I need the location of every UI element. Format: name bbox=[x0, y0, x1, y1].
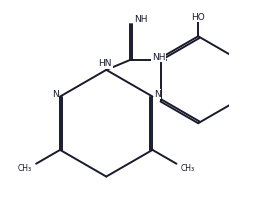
Text: CH₃: CH₃ bbox=[180, 164, 194, 173]
Text: HN: HN bbox=[99, 60, 112, 68]
Text: N: N bbox=[154, 90, 161, 99]
Text: NH: NH bbox=[134, 15, 148, 24]
Text: HO: HO bbox=[191, 13, 205, 22]
Text: N: N bbox=[52, 90, 58, 99]
Text: NH: NH bbox=[152, 53, 165, 61]
Text: CH₃: CH₃ bbox=[18, 164, 32, 173]
